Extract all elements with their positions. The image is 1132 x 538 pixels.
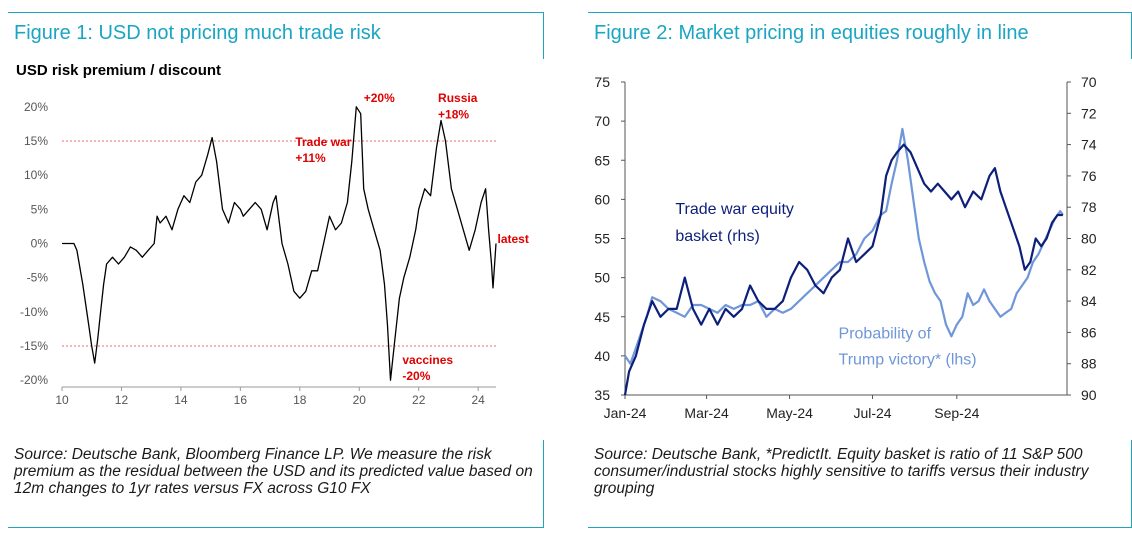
series-label: Trump victory* (lhs)	[839, 351, 977, 368]
right-tick-label: 76	[1081, 168, 1097, 184]
series-label: Probability of	[839, 326, 932, 343]
annotation-label: -20%	[402, 369, 430, 383]
left-tick-label: 75	[594, 74, 610, 90]
x-tick-label: 18	[293, 393, 307, 407]
right-tick-label: 84	[1081, 293, 1097, 309]
left-tick-label: 50	[594, 270, 610, 286]
y-tick-label: 20%	[24, 100, 48, 114]
y-tick-label: -15%	[20, 339, 48, 353]
figure1-source: Source: Deutsche Bank, Bloomberg Finance…	[8, 440, 544, 528]
x-tick-label: 24	[471, 393, 485, 407]
x-tick-label: Mar-24	[684, 405, 729, 421]
right-tick-label: 90	[1081, 387, 1097, 403]
x-tick-label: 16	[234, 393, 248, 407]
left-tick-label: 65	[594, 152, 610, 168]
left-tick-label: 60	[594, 191, 610, 207]
figure1-chart: 20% 15% 10% 5% 0% -5% -10% -15% -20% 10 12 14 16 18 20…	[20, 91, 529, 407]
x-tick-label: 20	[353, 393, 367, 407]
y-tick-label: 5%	[31, 202, 49, 216]
x-tick-label: Jul-24	[853, 405, 891, 421]
y-tick-label: -20%	[20, 373, 48, 387]
x-tick-label: Jan-24	[604, 405, 647, 421]
annotation-label: +18%	[438, 107, 469, 121]
figure2-title: Figure 2: Market pricing in equities rou…	[594, 22, 1029, 44]
y-tick-label: 15%	[24, 134, 48, 148]
figure1-subtitle: USD risk premium / discount	[16, 62, 222, 79]
left-tick-label: 70	[594, 113, 610, 129]
figure2-panel: Figure 2: Market pricing in equities rou…	[580, 0, 1132, 538]
x-tick-label: 22	[412, 393, 426, 407]
right-tick-label: 78	[1081, 199, 1097, 215]
x-tick-label: Sep-24	[934, 405, 979, 421]
annotation-label: Trade war	[295, 135, 351, 149]
right-tick-label: 74	[1081, 137, 1097, 153]
x-tick-label: 12	[115, 393, 129, 407]
series-label: basket (rhs)	[675, 228, 759, 245]
y-tick-label: 10%	[24, 168, 48, 182]
y-tick-label: -5%	[27, 271, 49, 285]
annotation-label: +11%	[295, 151, 326, 165]
x-tick-label: 14	[174, 393, 188, 407]
annotation-label: vaccines	[402, 353, 453, 367]
left-tick-label: 45	[594, 309, 610, 325]
right-tick-label: 82	[1081, 262, 1097, 278]
left-tick-label: 35	[594, 387, 610, 403]
series-line-0	[62, 106, 497, 381]
x-tick-label: May-24	[766, 405, 813, 421]
annotation-label: latest	[497, 232, 528, 246]
right-tick-label: 70	[1081, 74, 1097, 90]
right-tick-label: 88	[1081, 356, 1097, 372]
right-tick-label: 86	[1081, 324, 1097, 340]
figure2-chart: 35 40 45 50 55 60 65 70 75 70 72 74 76 78 80 82 84 86 88 90…	[594, 74, 1097, 421]
series-label: Trade war equity	[675, 201, 794, 218]
figure1-panel: Figure 1: USD not pricing much trade ris…	[0, 0, 560, 538]
annotation-label: +20%	[364, 91, 395, 105]
annotation-label: Russia	[438, 91, 478, 105]
x-tick-label: 10	[55, 393, 69, 407]
series-line-0	[623, 143, 1063, 396]
left-tick-label: 40	[594, 348, 610, 364]
figure1-title-bar: Figure 1: USD not pricing much trade ris…	[8, 12, 544, 59]
series-line-1	[624, 127, 1064, 365]
right-tick-label: 80	[1081, 231, 1097, 247]
figure2-title-bar: Figure 2: Market pricing in equities rou…	[588, 12, 1132, 59]
y-tick-label: 0%	[31, 237, 49, 251]
figure2-source: Source: Deutsche Bank, *PredictIt. Equit…	[588, 440, 1132, 528]
left-tick-label: 55	[594, 231, 610, 247]
right-tick-label: 72	[1081, 105, 1097, 121]
y-tick-label: -10%	[20, 305, 48, 319]
figure1-title: Figure 1: USD not pricing much trade ris…	[14, 22, 381, 44]
